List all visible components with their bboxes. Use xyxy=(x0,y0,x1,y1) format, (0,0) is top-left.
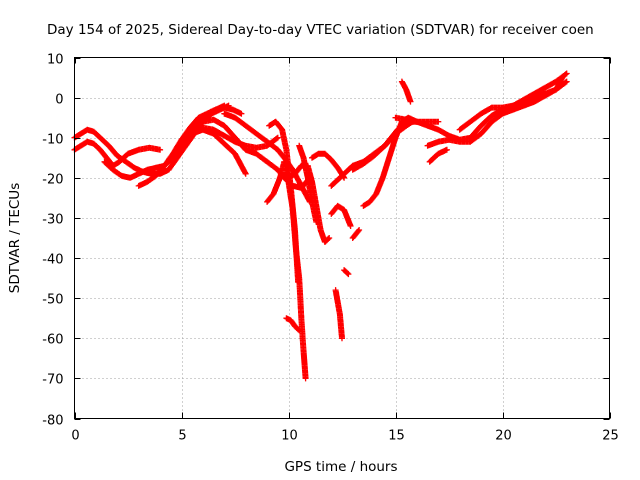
data-series-arc-25 xyxy=(424,74,566,149)
data-series-arc-11 xyxy=(283,315,303,334)
y-tick-label: -10 xyxy=(42,133,63,148)
y-tick-label: 0 xyxy=(55,93,63,108)
y-tick-label: -40 xyxy=(42,253,63,268)
data-series-arc-18 xyxy=(349,227,363,241)
y-tick-label: -50 xyxy=(42,293,63,308)
data-points xyxy=(456,70,570,133)
x-tick-label: 5 xyxy=(178,429,186,444)
x-tick-label: 15 xyxy=(388,429,405,444)
data-series-arc-16 xyxy=(332,287,345,342)
data-series-arc-4 xyxy=(135,104,245,189)
x-tick-label: 10 xyxy=(281,429,298,444)
data-points xyxy=(135,104,245,189)
y-tick-label: 10 xyxy=(47,53,64,68)
data-points xyxy=(349,227,363,241)
y-tick-label: -80 xyxy=(42,414,63,429)
data-series-arc-6 xyxy=(189,126,249,177)
data-series-arc-17 xyxy=(341,267,352,278)
data-points xyxy=(189,126,249,177)
x-tick-label: 20 xyxy=(495,429,512,444)
y-tick-label: -30 xyxy=(42,213,63,228)
x-tick-label: 25 xyxy=(602,429,619,444)
ticks-layer: 0 5 10 15 20 25 10 0 -10 -20 -30 -40 -50 -60 -70 -80 xyxy=(42,53,619,444)
data-points xyxy=(426,146,450,165)
data-series-arc-27 xyxy=(426,146,450,165)
data-series-arc-10 xyxy=(266,118,302,286)
x-axis-label: GPS time / hours xyxy=(284,459,397,475)
data-points xyxy=(266,118,302,286)
data-points xyxy=(283,315,303,334)
data-series-arc-23 xyxy=(398,78,414,105)
chart-title: Day 154 of 2025, Sidereal Day-to-day VTE… xyxy=(47,22,594,38)
plot-frame xyxy=(74,57,610,419)
y-tick-label: -20 xyxy=(42,173,63,188)
data-points xyxy=(296,142,320,225)
data-points xyxy=(332,287,345,342)
grid-layer xyxy=(74,57,610,419)
data-points xyxy=(398,78,414,105)
data-series-arc-26 xyxy=(456,70,570,133)
y-axis-label: SDTVAR / TECUs xyxy=(7,183,23,293)
data-series-arc-13 xyxy=(296,142,320,225)
data-series-arc-15 xyxy=(328,202,354,229)
data-points xyxy=(328,202,354,229)
data-points xyxy=(341,267,352,278)
y-tick-label: -70 xyxy=(42,373,63,388)
x-tick-label: 0 xyxy=(71,429,79,444)
data-points xyxy=(424,74,566,149)
y-tick-label: -60 xyxy=(42,333,63,348)
marks-layer xyxy=(71,70,570,382)
